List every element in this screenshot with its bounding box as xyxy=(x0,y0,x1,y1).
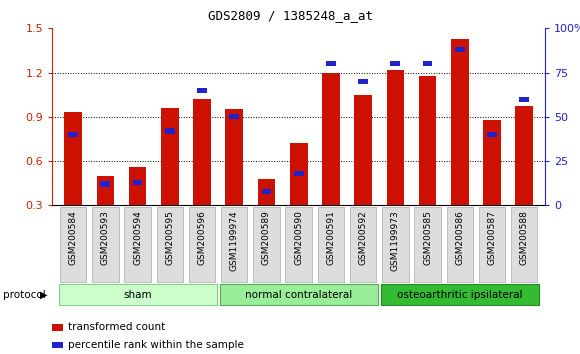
Bar xyxy=(519,97,529,102)
FancyBboxPatch shape xyxy=(511,207,538,282)
Text: transformed count: transformed count xyxy=(68,322,166,332)
Text: sham: sham xyxy=(124,290,152,300)
Bar xyxy=(290,143,307,205)
FancyBboxPatch shape xyxy=(350,207,376,282)
Bar xyxy=(386,70,404,205)
Bar xyxy=(423,61,433,66)
FancyBboxPatch shape xyxy=(60,207,86,282)
Text: GSM200588: GSM200588 xyxy=(520,210,529,265)
Text: GSM200586: GSM200586 xyxy=(455,210,465,265)
Bar xyxy=(419,75,436,205)
FancyBboxPatch shape xyxy=(59,284,216,305)
Bar xyxy=(197,88,207,93)
FancyBboxPatch shape xyxy=(253,207,280,282)
Bar xyxy=(483,120,501,205)
Bar xyxy=(390,61,400,66)
Text: GDS2809 / 1385248_a_at: GDS2809 / 1385248_a_at xyxy=(208,9,372,22)
Bar xyxy=(96,176,114,205)
Bar xyxy=(358,79,368,84)
Text: normal contralateral: normal contralateral xyxy=(245,290,352,300)
Text: GSM200590: GSM200590 xyxy=(294,210,303,265)
Bar xyxy=(322,73,340,205)
Bar xyxy=(326,61,336,66)
FancyBboxPatch shape xyxy=(381,284,539,305)
Text: GSM1199973: GSM1199973 xyxy=(391,210,400,271)
Text: GSM200592: GSM200592 xyxy=(358,210,368,265)
FancyBboxPatch shape xyxy=(479,207,505,282)
Text: GSM200589: GSM200589 xyxy=(262,210,271,265)
FancyBboxPatch shape xyxy=(92,207,118,282)
Bar xyxy=(68,132,78,137)
FancyBboxPatch shape xyxy=(318,207,344,282)
Text: GSM200595: GSM200595 xyxy=(165,210,175,265)
FancyBboxPatch shape xyxy=(447,207,473,282)
Text: GSM1199974: GSM1199974 xyxy=(230,210,239,270)
FancyBboxPatch shape xyxy=(285,207,312,282)
Bar xyxy=(226,109,243,205)
Text: GSM200585: GSM200585 xyxy=(423,210,432,265)
Text: GSM200593: GSM200593 xyxy=(101,210,110,265)
Bar xyxy=(229,114,239,119)
Text: osteoarthritic ipsilateral: osteoarthritic ipsilateral xyxy=(397,290,523,300)
Bar xyxy=(100,182,110,187)
Bar xyxy=(354,95,372,205)
Text: GSM200587: GSM200587 xyxy=(488,210,496,265)
Bar xyxy=(161,108,179,205)
Bar xyxy=(294,171,303,176)
Text: GSM200584: GSM200584 xyxy=(68,210,78,265)
Text: GSM200596: GSM200596 xyxy=(198,210,206,265)
FancyBboxPatch shape xyxy=(157,207,183,282)
Bar xyxy=(129,167,146,205)
Bar xyxy=(487,132,497,137)
Bar xyxy=(64,113,82,205)
Bar xyxy=(262,189,271,194)
FancyBboxPatch shape xyxy=(414,207,441,282)
FancyBboxPatch shape xyxy=(124,207,151,282)
Bar xyxy=(258,179,275,205)
Bar xyxy=(165,129,175,133)
Text: ▶: ▶ xyxy=(40,290,47,299)
FancyBboxPatch shape xyxy=(220,284,378,305)
Bar xyxy=(516,107,533,205)
Text: percentile rank within the sample: percentile rank within the sample xyxy=(68,340,244,350)
FancyBboxPatch shape xyxy=(382,207,408,282)
Text: protocol: protocol xyxy=(3,290,46,299)
Text: GSM200591: GSM200591 xyxy=(327,210,335,265)
Bar xyxy=(455,47,465,52)
Bar xyxy=(133,180,143,185)
Bar xyxy=(193,99,211,205)
Text: GSM200594: GSM200594 xyxy=(133,210,142,265)
FancyBboxPatch shape xyxy=(189,207,215,282)
FancyBboxPatch shape xyxy=(221,207,248,282)
Bar xyxy=(451,39,469,205)
